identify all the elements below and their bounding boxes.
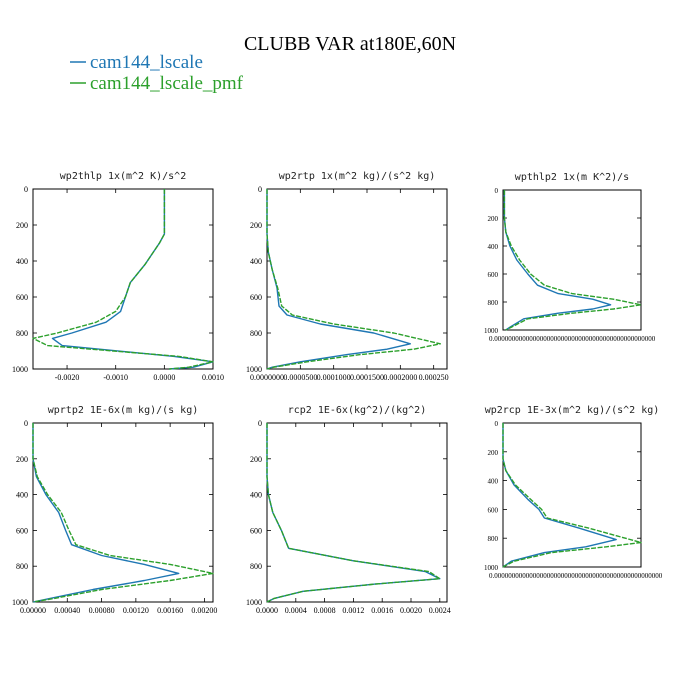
plot-frame [502, 189, 642, 331]
x-tick-label: 0.0000 [153, 373, 175, 382]
y-tick-label: 200 [16, 455, 28, 464]
legend: cam144_lscale cam144_lscale_pmf [70, 52, 244, 94]
x-tick-label: 0.00040 [54, 606, 80, 615]
panel-1: wp2thlp 1x(m^2 K)/s^2 0 200 400 600 800 1000 -0… [12, 171, 224, 382]
series-line-cam144_lscale [266, 189, 411, 370]
y-tick-label: 800 [16, 562, 28, 571]
panel-2: wp2rtp 1x(m^2 kg)/(s^2 kg) 0 200 400 600 800 1… [246, 171, 449, 382]
y-tick-label: 400 [488, 478, 499, 486]
y-tick-label: 800 [250, 329, 262, 338]
y-tick-label: 1000 [484, 327, 499, 335]
y-tick-label: 200 [488, 449, 499, 457]
series-line-cam144_lscale_pmf [502, 423, 642, 568]
y-tick-label: 1000 [246, 598, 262, 607]
series-line-cam144_lscale_pmf [32, 189, 214, 370]
y-tick-label: 800 [250, 562, 262, 571]
x-tick-label: -0.0010 [103, 373, 128, 382]
y-tick-label: 0 [24, 185, 28, 194]
y-tick-label: 400 [250, 491, 262, 500]
panel-title: wprtp2 1E-6x(m kg)/(s kg) [48, 405, 199, 416]
plot-frame [32, 422, 214, 603]
series-line-cam144_lscale [266, 423, 441, 603]
y-tick-label: 800 [16, 329, 28, 338]
x-tick-label: 0.00000000000000000000000000000000000000… [489, 335, 656, 343]
y-tick-label: 0 [495, 420, 499, 428]
y-tick-label: 200 [250, 221, 262, 230]
legend-label-lscale: cam144_lscale [90, 52, 203, 73]
y-tick-label: 1000 [484, 564, 499, 572]
series-line-cam144_lscale_pmf [32, 423, 214, 603]
x-tick-label: 0.0012 [342, 606, 364, 615]
y-tick-label: 200 [250, 455, 262, 464]
y-tick-label: 400 [16, 491, 28, 500]
y-tick-label: 0 [258, 185, 262, 194]
y-tick-label: 1000 [12, 365, 28, 374]
y-tick-label: 0 [24, 419, 28, 428]
x-tick-label: 0.00200 [191, 606, 217, 615]
y-tick-label: 800 [488, 535, 499, 543]
x-tick-label: 0.0001500 [350, 373, 384, 382]
y-tick-label: 600 [488, 506, 499, 514]
y-tick-label: 600 [250, 293, 262, 302]
x-tick-label: 0.00000 [20, 606, 46, 615]
y-tick-label: 600 [250, 526, 262, 535]
y-tick-label: 600 [16, 526, 28, 535]
y-tick-label: 600 [488, 271, 499, 279]
series-line-cam144_lscale_pmf [266, 423, 441, 603]
panel-title: wp2rcp 1E-3x(m^2 kg)/(s^2 kg) [485, 405, 660, 416]
y-tick-label: 200 [16, 221, 28, 230]
y-tick-label: 400 [488, 243, 499, 251]
panel-title: wp2rtp 1x(m^2 kg)/(s^2 kg) [279, 171, 436, 182]
panel-title: rcp2 1E-6x(kg^2)/(kg^2) [288, 405, 426, 416]
plot-frame [32, 188, 214, 370]
x-tick-label: 0.0020 [400, 606, 422, 615]
panel-5: rcp2 1E-6x(kg^2)/(kg^2) 0 200 400 600 800 1000… [246, 405, 451, 615]
panel-4: wprtp2 1E-6x(m kg)/(s kg) 0 200 400 600 800 10… [12, 405, 217, 615]
series-line-cam144_lscale_pmf [503, 190, 642, 331]
x-tick-label: 0.0008 [314, 606, 336, 615]
panel-3: wpthlp2 1x(m K^2)/s 0 200 400 600 800 10000.00… [484, 172, 656, 343]
x-tick-label: 0.0000000 [250, 373, 284, 382]
legend-label-pmf: cam144_lscale_pmf [90, 73, 244, 94]
x-tick-label: 0.0002000 [383, 373, 417, 382]
x-tick-label: 0.00080 [89, 606, 115, 615]
x-tick-label: 0.00160 [157, 606, 183, 615]
y-tick-label: 200 [488, 215, 499, 223]
panel-title: wp2thlp 1x(m^2 K)/s^2 [60, 171, 186, 182]
panels: wp2thlp 1x(m^2 K)/s^2 0 200 400 600 800 1000 -0… [12, 171, 663, 615]
figure-title: CLUBB VAR at180E,60N [244, 33, 456, 55]
y-tick-label: 800 [488, 299, 499, 307]
x-tick-label: -0.0020 [55, 373, 80, 382]
series-line-cam144_lscale [502, 423, 617, 568]
y-tick-label: 1000 [12, 598, 28, 607]
y-tick-label: 1000 [246, 365, 262, 374]
x-tick-label: 0.0001000 [317, 373, 351, 382]
series-line-cam144_lscale_pmf [266, 189, 441, 370]
x-tick-label: 0.00000000000000000000000000000000000000… [489, 572, 663, 580]
y-tick-label: 400 [16, 257, 28, 266]
plot-frame [266, 188, 448, 370]
x-tick-label: 0.0004 [285, 606, 307, 615]
panel-title: wpthlp2 1x(m K^2)/s [515, 172, 629, 183]
y-tick-label: 0 [258, 419, 262, 428]
y-tick-label: 0 [495, 187, 499, 195]
series-line-cam144_lscale [32, 423, 180, 603]
y-tick-label: 400 [250, 257, 262, 266]
x-tick-label: 0.000250 [419, 373, 449, 382]
y-tick-label: 600 [16, 293, 28, 302]
x-tick-label: 0.0024 [429, 606, 451, 615]
plot-frame [502, 422, 642, 568]
plot-frame [266, 422, 448, 603]
x-tick-label: 0.0000500 [283, 373, 317, 382]
x-tick-label: 0.0000 [256, 606, 278, 615]
panel-6: wp2rcp 1E-3x(m^2 kg)/(s^2 kg) 0 200 400 600 8… [484, 405, 663, 580]
x-tick-label: 0.0010 [202, 373, 224, 382]
x-tick-label: 0.0016 [371, 606, 393, 615]
x-tick-label: 0.00120 [123, 606, 149, 615]
